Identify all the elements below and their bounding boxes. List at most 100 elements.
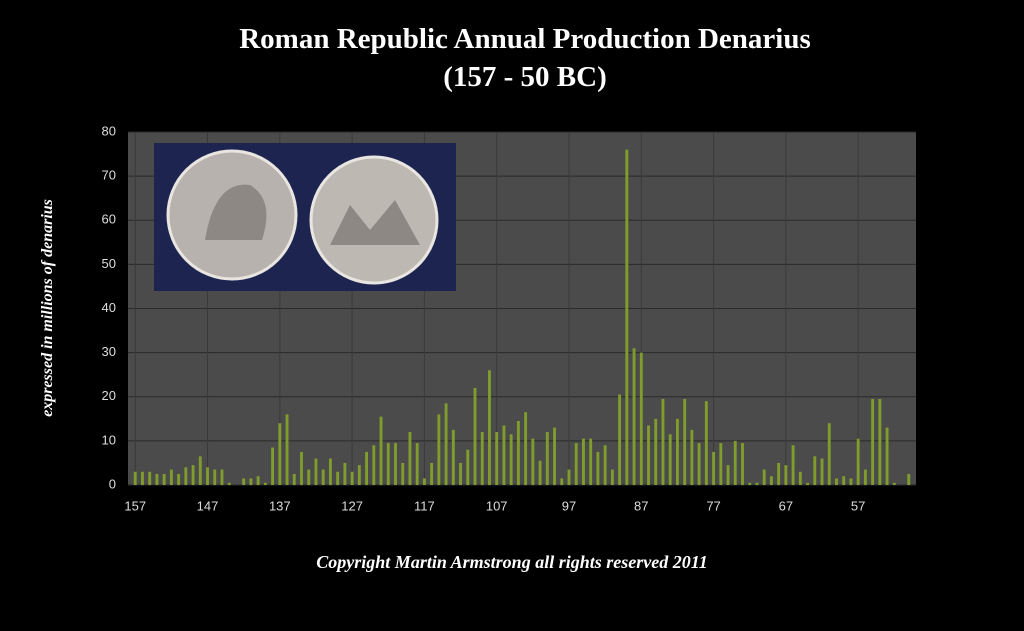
bar — [863, 469, 867, 485]
bar — [191, 465, 195, 485]
x-tick-label: 57 — [851, 498, 865, 513]
bar — [502, 425, 506, 485]
x-tick-label: 147 — [197, 498, 219, 513]
bar — [712, 451, 716, 485]
coin-riders — [330, 200, 420, 245]
bar — [278, 423, 282, 485]
bar — [697, 443, 701, 485]
bar — [567, 469, 571, 485]
bar — [300, 451, 303, 485]
y-tick-label: 20 — [102, 388, 116, 403]
y-axis-label: expressed in millions of denarius — [39, 199, 56, 417]
bar — [733, 440, 737, 485]
y-tick-label: 40 — [102, 300, 116, 315]
bar — [582, 438, 585, 485]
bar — [415, 443, 419, 485]
bar — [444, 403, 448, 485]
bar — [907, 473, 911, 485]
bar — [422, 478, 426, 485]
bar — [256, 476, 260, 485]
coin-reverse — [309, 155, 439, 285]
bar — [263, 482, 267, 485]
bar — [545, 432, 549, 485]
bar — [220, 469, 224, 485]
x-tick-label: 107 — [486, 498, 508, 513]
bar — [603, 445, 607, 485]
y-tick-label: 60 — [102, 212, 116, 227]
coin-image — [154, 143, 456, 291]
y-tick-label: 70 — [102, 168, 116, 183]
bar — [589, 438, 593, 485]
bar — [553, 427, 556, 485]
bar — [769, 476, 773, 485]
bar — [430, 462, 434, 485]
x-tick-label: 97 — [562, 498, 576, 513]
bar — [394, 443, 397, 485]
bar — [321, 469, 325, 485]
bar — [379, 416, 383, 485]
bar — [437, 414, 441, 485]
x-tick-label: 77 — [706, 498, 720, 513]
bar — [350, 471, 354, 485]
bar — [813, 456, 817, 485]
bar — [748, 482, 752, 485]
bar — [473, 387, 477, 485]
bar — [719, 443, 723, 485]
y-tick-label: 30 — [102, 344, 116, 359]
bar — [169, 469, 173, 485]
y-tick-label: 10 — [102, 432, 116, 447]
bar — [141, 471, 144, 485]
bar — [538, 460, 542, 485]
bar — [408, 432, 412, 485]
bar — [755, 482, 759, 485]
chart-title: Roman Republic Annual Production Denariu… — [239, 23, 811, 55]
bar — [516, 421, 520, 485]
bar — [798, 471, 802, 485]
bar — [285, 414, 289, 485]
x-tick-label: 137 — [269, 498, 291, 513]
bar — [668, 434, 672, 485]
y-tick-label: 50 — [102, 256, 116, 271]
bar — [480, 432, 484, 485]
bar — [849, 478, 853, 485]
bar — [213, 469, 217, 485]
bar — [661, 398, 665, 485]
x-tick-label: 117 — [414, 498, 435, 513]
bar — [741, 443, 744, 485]
bar — [314, 458, 318, 485]
bar — [892, 482, 896, 485]
bar — [683, 398, 687, 485]
bar — [632, 348, 636, 485]
copyright: Copyright Martin Armstrong all rights re… — [316, 552, 707, 572]
bar — [133, 471, 137, 485]
bar — [842, 476, 846, 485]
bar — [690, 429, 694, 485]
bar — [343, 462, 347, 485]
bar — [878, 398, 882, 485]
bar — [336, 471, 340, 485]
bar — [292, 473, 296, 485]
x-tick-label: 67 — [779, 498, 793, 513]
bar — [618, 394, 622, 485]
bar — [307, 469, 311, 485]
bar — [806, 482, 810, 485]
bar — [328, 458, 332, 485]
bar — [791, 445, 795, 485]
bar — [177, 473, 181, 485]
bar — [625, 149, 629, 485]
bar — [654, 418, 658, 485]
bar — [271, 447, 275, 485]
bar — [524, 412, 528, 485]
bar — [639, 352, 643, 485]
bar — [726, 465, 730, 485]
bar — [451, 429, 455, 485]
bar — [386, 443, 390, 485]
bar — [155, 473, 159, 485]
bar — [762, 469, 766, 485]
bar — [198, 456, 202, 485]
bar — [820, 458, 824, 485]
bar — [459, 462, 462, 485]
bar — [488, 370, 491, 485]
bar — [827, 423, 831, 485]
